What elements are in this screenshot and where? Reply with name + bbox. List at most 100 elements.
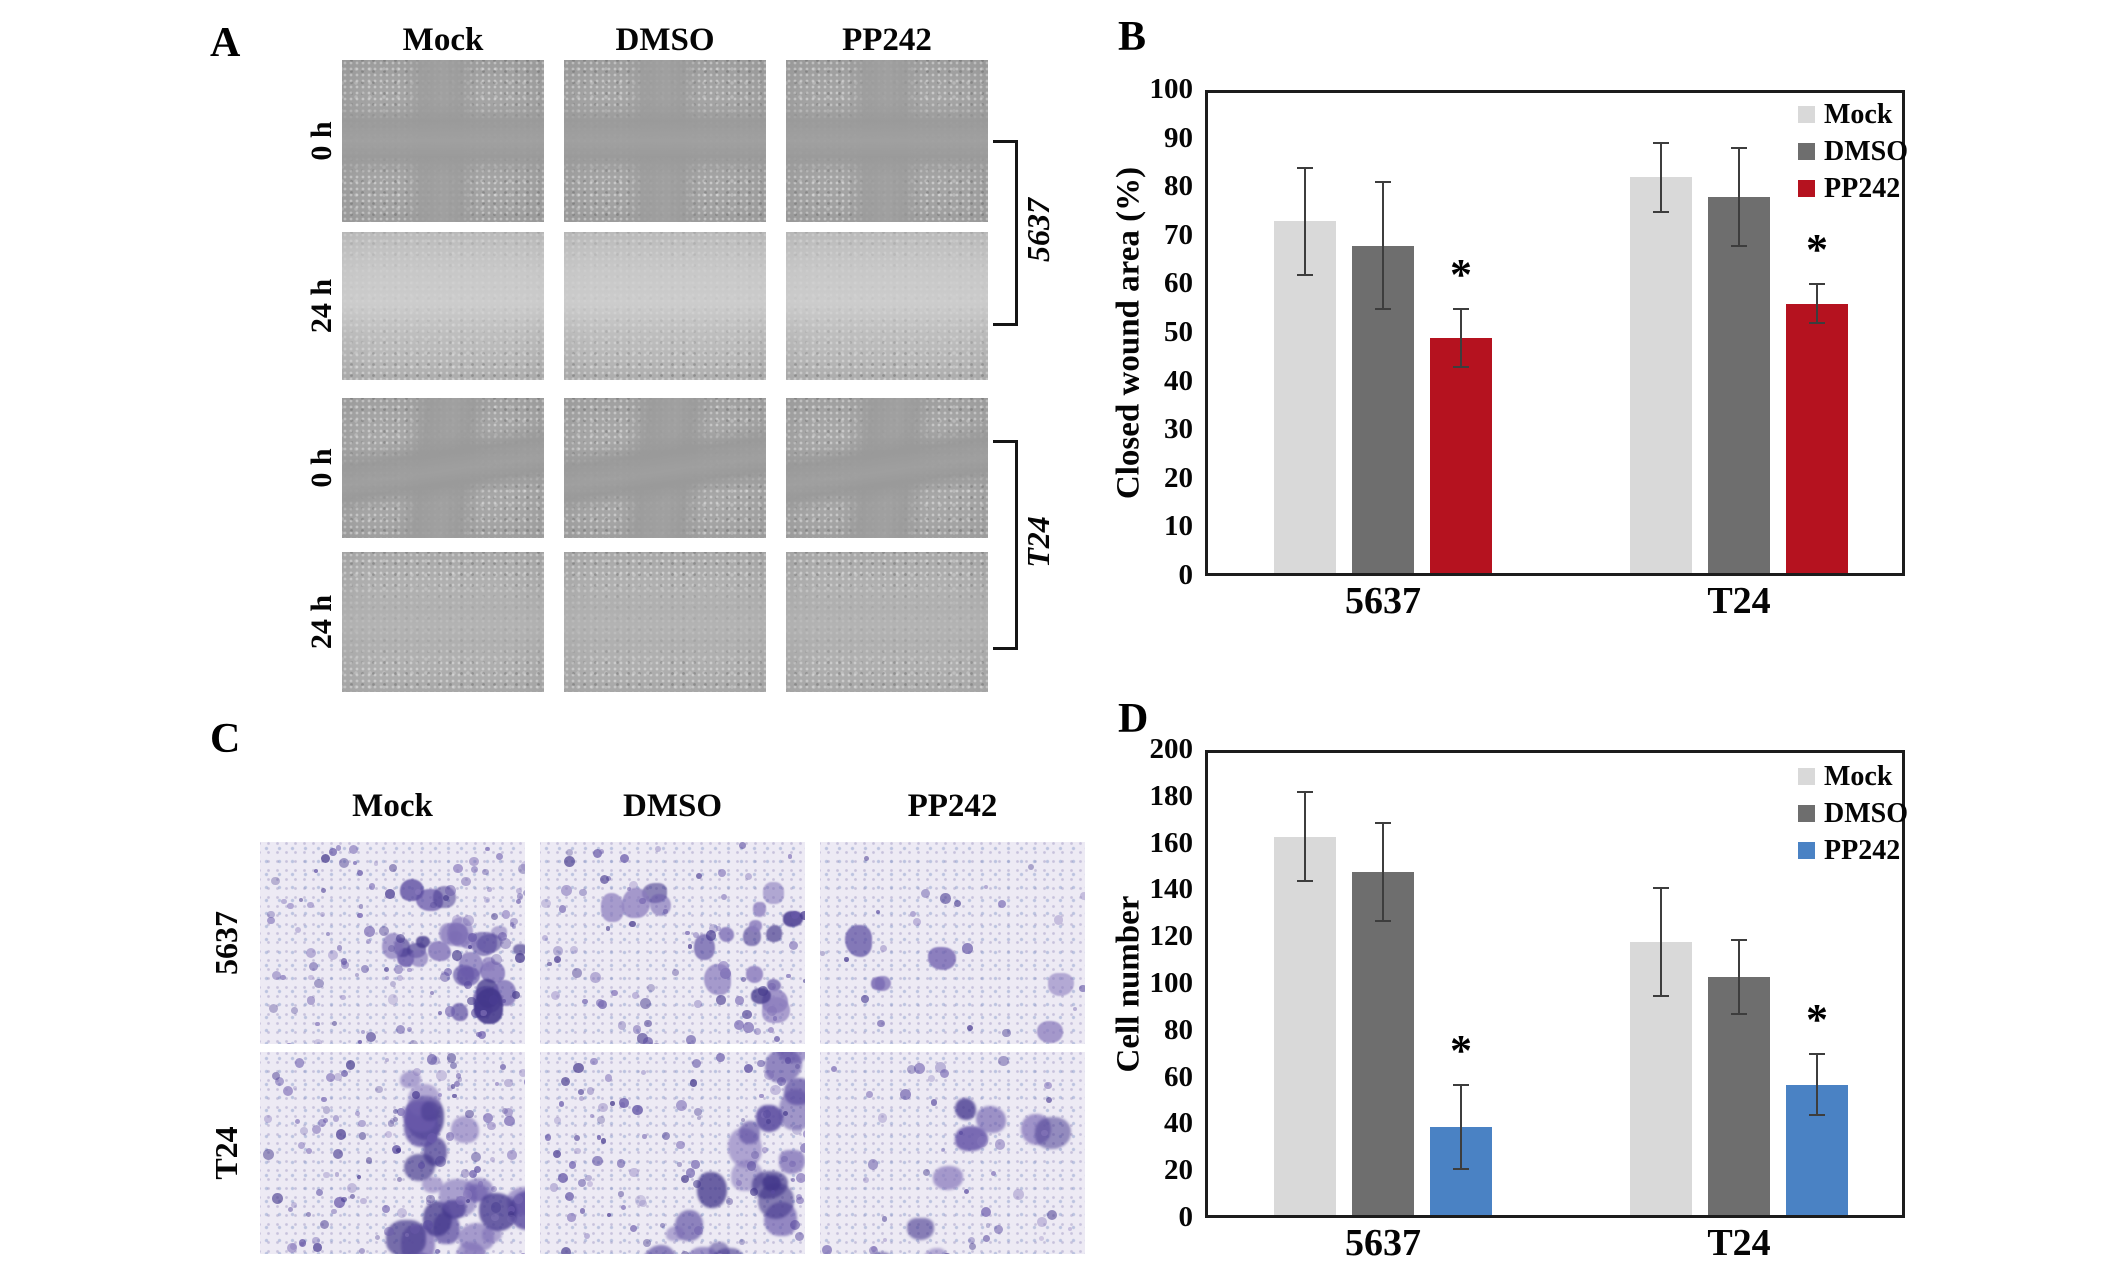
y-tick-label-D-200: 200 [1149,733,1194,765]
error-bar-D-5637-DMSO [1382,822,1384,921]
x-category-label-D-T24: T24 [1707,1222,1771,1261]
stained-cell [373,861,379,866]
stained-cell [994,1139,1006,1150]
stained-cell [390,980,397,987]
stained-cell [320,853,331,864]
bar-B-T24-DMSO [1708,196,1770,576]
stained-cell [332,1148,344,1160]
stained-cell [294,926,302,934]
stained-cell-cluster [955,1098,977,1121]
stained-cell [352,860,357,866]
stained-cell [281,898,287,905]
stained-cell [646,983,656,993]
error-cap-bottom-D-T24-DMSO [1731,1013,1747,1016]
stained-cell [451,950,462,961]
stained-cell-cluster [386,1220,426,1254]
stained-cell [685,930,690,936]
stained-cell [567,1213,576,1222]
stained-cell-cluster [766,978,782,992]
stained-cell [794,1231,804,1241]
stained-cell [795,1196,804,1205]
panel-a-label: A [210,20,241,66]
stained-cell [1067,1226,1073,1231]
stained-cell-cluster [738,1121,761,1144]
stained-cell [384,966,389,972]
stained-cell [632,1104,643,1115]
stained-cell [484,897,490,903]
stained-cell [973,1133,983,1143]
stained-cell [767,1005,778,1016]
stained-cell [396,974,404,982]
stained-cell [313,868,319,874]
stained-cell-cluster [763,882,784,905]
stained-cell [408,1039,419,1044]
stained-cell [280,974,286,981]
stained-cell-cluster [421,1176,443,1193]
stained-cell [794,1063,800,1070]
panel-a-column-header-pp242: PP242 [842,22,932,58]
stained-cell-cluster [927,947,956,970]
stained-cell [326,932,331,937]
stained-cell-cluster [406,1252,434,1254]
error-cap-bottom-B-T24-Mock [1653,210,1669,213]
stained-cell [333,1197,345,1209]
stained-cell [498,932,508,942]
stained-cell-cluster [399,878,424,902]
stained-cell [291,1007,299,1014]
panel-d-label: D [1118,696,1149,742]
stained-cell [317,1119,326,1128]
stained-cell [511,924,517,929]
legend-label-D-DMSO: DMSO [1824,798,1908,829]
stained-cell [490,1186,497,1193]
stained-cell [268,1004,278,1014]
stained-cell [734,1019,745,1030]
y-tick-label-D-40: 40 [1164,1107,1193,1140]
stained-cell [309,962,319,971]
stained-cell-cluster [451,1003,468,1021]
stained-cell [1037,1217,1048,1227]
y-axis-title-D: Cell number [1110,895,1147,1073]
stained-cell [298,1239,307,1247]
stained-cell [718,960,730,972]
stained-cell [770,1085,781,1096]
stained-cell [584,1232,591,1239]
bar-B-5637-PP242 [1430,337,1492,576]
stained-cell [490,1202,501,1213]
stained-cell [789,941,799,951]
legend-swatch-D-DMSO [1798,805,1815,822]
wound-image-5637-0h-pp242 [786,60,988,222]
legend-label-D-PP242: PP242 [1824,835,1901,866]
stained-cell [387,1119,395,1127]
stained-cell [494,1081,499,1086]
stained-cell [966,1025,974,1032]
stained-cell [941,1252,953,1254]
stained-cell [515,898,522,905]
stained-cell [445,884,457,896]
stained-cell [743,1063,754,1074]
stained-cell [573,1134,581,1142]
migration-image-5637-dmso [540,842,805,1044]
stained-cell [541,934,549,942]
stained-cell [573,1062,585,1074]
stained-cell [830,1066,837,1073]
stained-cell [681,1251,690,1254]
migration-image-T24-mock [260,1052,525,1254]
stained-cell [954,899,962,907]
stained-cell [290,1201,298,1209]
stained-cell [350,1193,356,1199]
stained-cell [395,1024,406,1035]
stained-cell [990,1170,997,1177]
stained-cell [312,1124,322,1134]
stained-cell [384,1057,389,1062]
stained-cell [796,1173,805,1184]
stained-cell [742,1009,752,1020]
stained-cell [1013,1189,1024,1200]
bar-D-T24-DMSO [1708,976,1770,1218]
stained-cell [963,1189,969,1195]
y-tick-label-D-0: 0 [1178,1201,1194,1233]
stained-cell [553,945,563,956]
stained-cell-cluster [451,1116,479,1143]
stained-cell [607,1212,612,1218]
stained-cell-cluster [906,1218,934,1241]
stained-cell [1046,1210,1057,1220]
